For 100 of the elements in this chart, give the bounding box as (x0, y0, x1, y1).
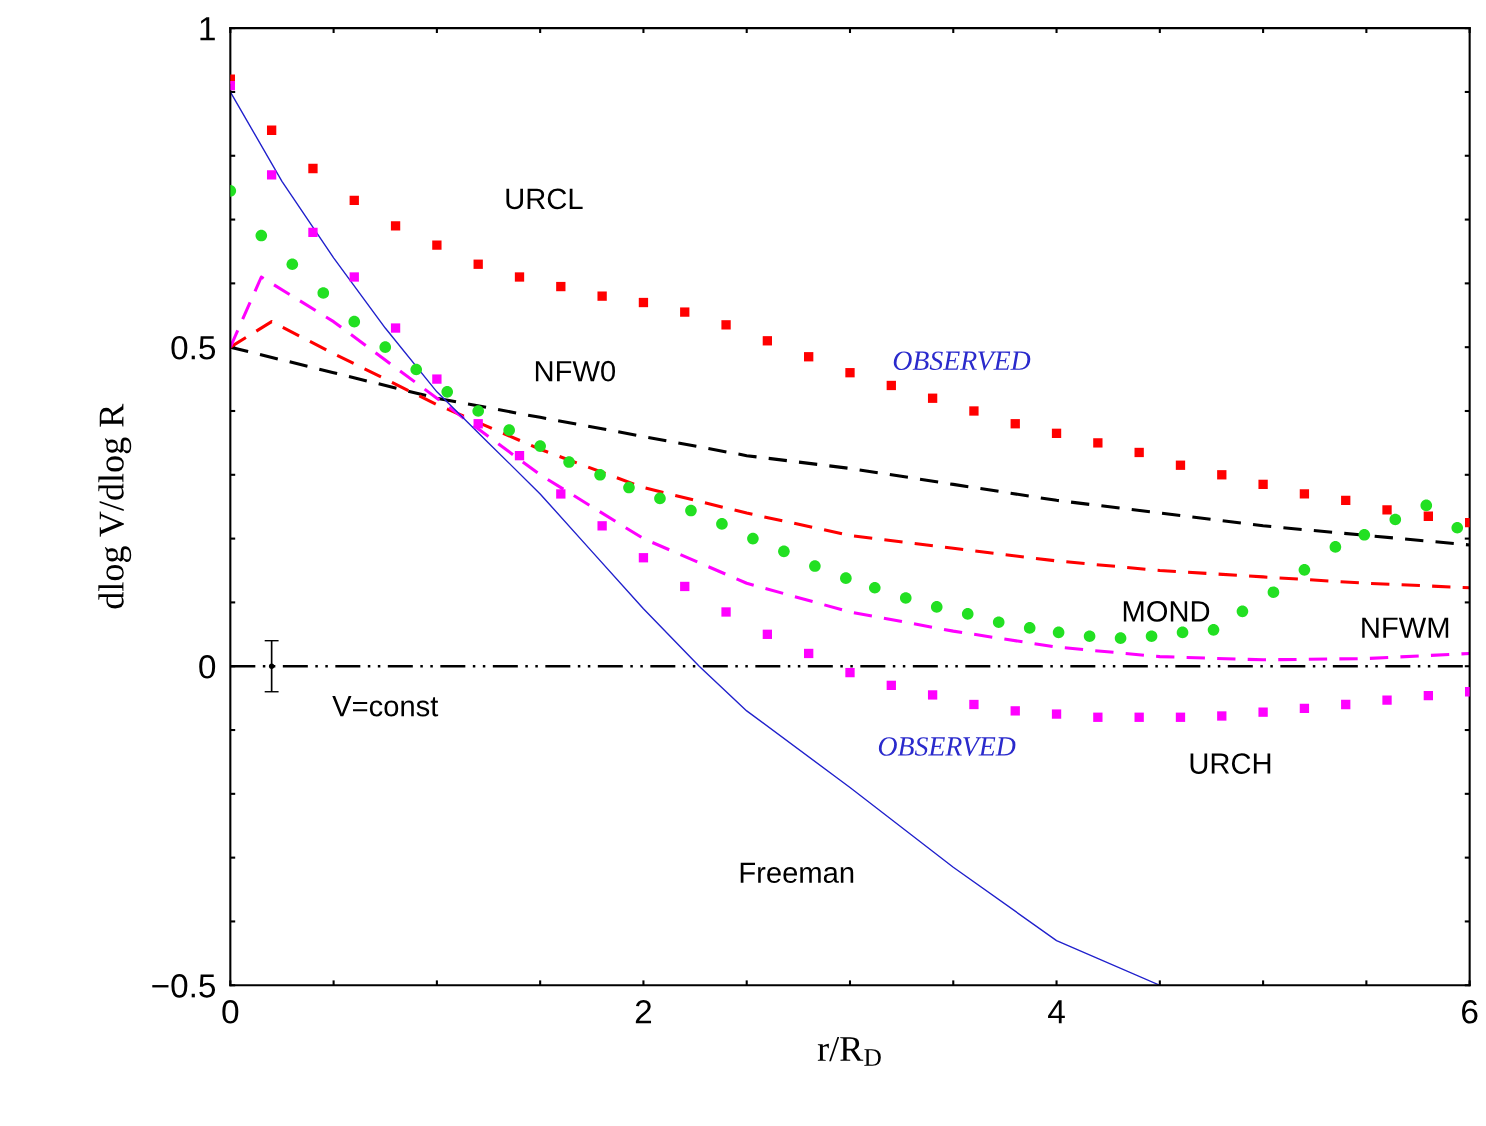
point (1145, 630, 1158, 643)
point (1010, 706, 1020, 716)
point (1451, 521, 1464, 534)
point (680, 307, 690, 317)
point (654, 492, 666, 505)
point (804, 352, 814, 362)
point (308, 227, 318, 237)
point (886, 680, 896, 691)
point (845, 368, 855, 378)
point (390, 323, 401, 333)
point (308, 163, 318, 174)
point (410, 363, 423, 376)
point (597, 521, 607, 531)
point (1134, 447, 1144, 458)
point (840, 572, 852, 584)
point (286, 258, 299, 271)
point (1093, 438, 1103, 448)
point (1341, 699, 1351, 710)
point (379, 341, 392, 353)
point (899, 592, 912, 604)
point (534, 440, 546, 452)
y-tick-label: −0.5 (152, 974, 216, 998)
line-series (230, 275, 1470, 662)
point (961, 608, 974, 620)
y-tick-label: 0.5 (171, 335, 216, 360)
point (762, 629, 773, 639)
point (266, 125, 277, 135)
point (597, 291, 607, 301)
point (1420, 499, 1433, 512)
x-axis-title: r/R$_{D}$ (817, 1036, 881, 1066)
point (1023, 622, 1036, 634)
point (845, 667, 855, 678)
point (503, 424, 515, 436)
point (1236, 605, 1249, 618)
point (1299, 703, 1310, 713)
point (685, 504, 697, 517)
point (1207, 624, 1220, 636)
annotation: V=const (332, 696, 439, 717)
point (721, 320, 731, 330)
point (556, 281, 566, 292)
point (969, 406, 979, 416)
point (1134, 712, 1144, 722)
point (927, 690, 938, 700)
point (266, 170, 277, 180)
x-tick-label: 0 (222, 1000, 239, 1024)
point (1389, 513, 1402, 526)
point (349, 272, 359, 282)
point (721, 607, 731, 617)
point (680, 581, 690, 592)
point (349, 195, 359, 206)
point (441, 386, 454, 398)
y-axis-title: dlog V/dlog R (98, 403, 132, 609)
annotation: URCL (506, 188, 583, 210)
point (638, 297, 649, 308)
annotation: NFW0 (535, 360, 616, 382)
point (563, 456, 575, 468)
point (1083, 630, 1096, 643)
point (348, 315, 361, 328)
point (638, 553, 649, 563)
point (255, 229, 268, 242)
point (747, 532, 759, 545)
point (1010, 419, 1020, 429)
point (514, 451, 525, 461)
point (930, 601, 943, 613)
x-tick-label: 6 (1462, 1000, 1478, 1024)
point (623, 481, 635, 494)
point (268, 663, 275, 669)
point (886, 380, 896, 391)
point (1382, 695, 1392, 705)
point (992, 616, 1005, 628)
x-tick-label: 4 (1048, 1000, 1065, 1024)
point (927, 393, 938, 403)
point (1258, 707, 1268, 717)
point (868, 581, 881, 594)
point (1358, 528, 1371, 541)
point (716, 518, 728, 530)
point (514, 272, 525, 282)
annotation: URCH (1190, 753, 1271, 774)
point (432, 240, 442, 250)
point (804, 648, 814, 659)
y-tick-label: 0 (199, 655, 216, 679)
point (390, 221, 401, 231)
point (1329, 541, 1342, 553)
point (1114, 632, 1127, 644)
annotation: Freeman (740, 862, 854, 884)
point (1051, 709, 1062, 719)
point (1382, 505, 1392, 515)
line-series (230, 320, 1470, 590)
point (556, 489, 566, 499)
point (1423, 511, 1434, 521)
point (1051, 428, 1062, 438)
point (1299, 489, 1310, 499)
point (473, 259, 483, 269)
point (969, 699, 979, 710)
point (1423, 690, 1434, 701)
point (1217, 711, 1227, 721)
point (1052, 626, 1065, 639)
x-tick-label: 2 (635, 1000, 652, 1024)
point (1298, 564, 1311, 576)
point (473, 419, 483, 429)
